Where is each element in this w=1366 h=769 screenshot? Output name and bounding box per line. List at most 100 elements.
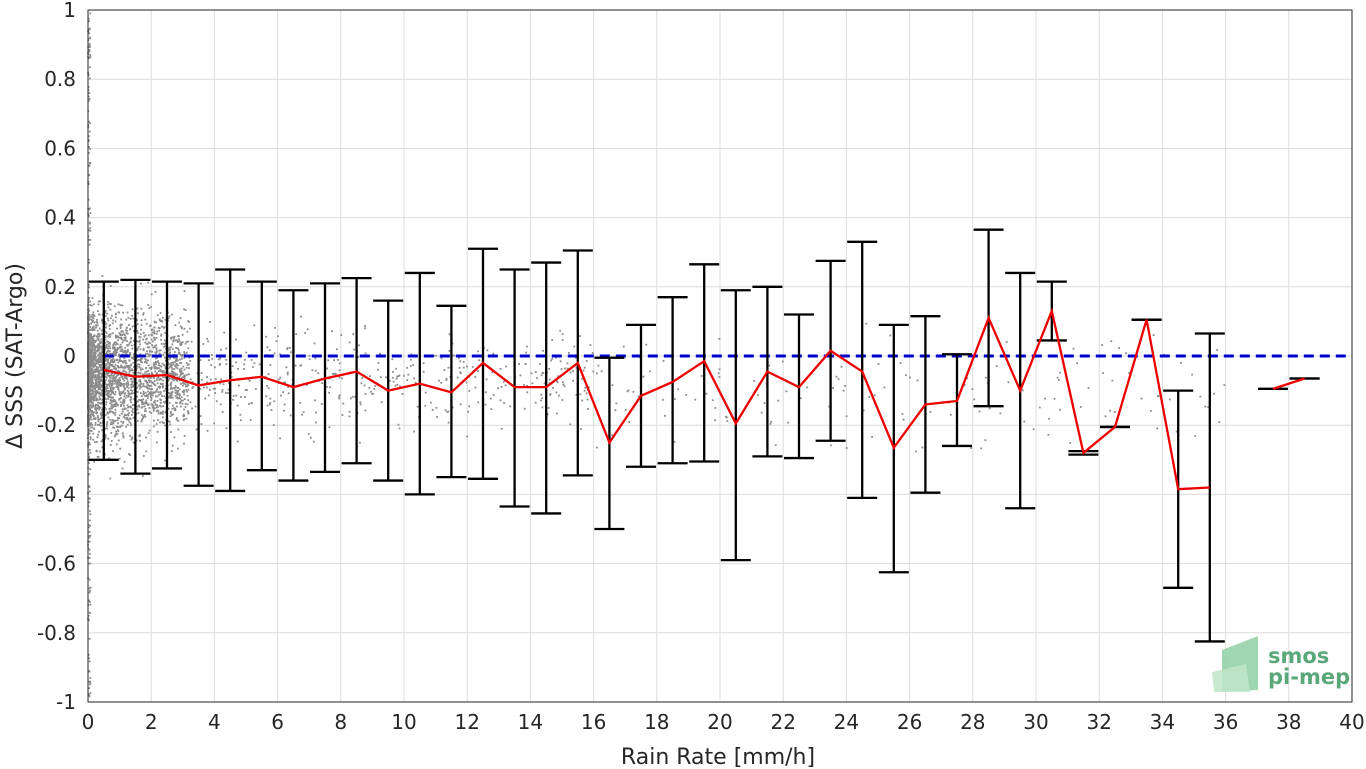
scatter-point xyxy=(179,325,182,328)
scatter-point xyxy=(116,433,119,435)
scatter-point xyxy=(97,310,99,313)
scatter-point xyxy=(93,441,96,444)
scatter-point xyxy=(89,510,91,513)
scatter-point xyxy=(308,354,311,357)
scatter-point xyxy=(206,429,209,432)
scatter-point xyxy=(132,361,135,364)
scatter-point xyxy=(101,333,104,336)
scatter-point xyxy=(1023,420,1026,423)
scatter-point xyxy=(150,329,153,331)
scatter-point xyxy=(89,212,92,215)
scatter-point xyxy=(164,366,167,368)
scatter-point xyxy=(300,364,303,367)
scatter-point xyxy=(168,352,171,355)
scatter-point xyxy=(114,367,117,370)
scatter-point xyxy=(225,427,228,430)
scatter-point xyxy=(290,351,292,354)
scatter-point xyxy=(111,360,114,363)
scatter-point xyxy=(164,339,166,342)
scatter-point xyxy=(828,405,831,408)
scatter-point xyxy=(94,406,97,409)
scatter-point xyxy=(268,349,271,352)
scatter-point xyxy=(88,377,91,380)
scatter-point xyxy=(440,357,443,360)
scatter-point xyxy=(184,342,187,345)
scatter-point xyxy=(96,378,99,380)
scatter-point xyxy=(114,320,117,323)
scatter-point xyxy=(328,391,330,394)
scatter-point xyxy=(115,401,118,404)
scatter-point xyxy=(121,353,124,356)
scatter-point xyxy=(131,325,134,328)
scatter-point xyxy=(438,379,440,382)
scatter-point xyxy=(842,389,845,392)
scatter-point xyxy=(269,364,272,366)
scatter-point xyxy=(414,381,417,384)
scatter-point xyxy=(89,394,92,397)
scatter-point xyxy=(144,358,147,360)
scatter-point xyxy=(90,319,93,321)
scatter-point xyxy=(89,54,92,56)
scatter-point xyxy=(97,346,100,349)
scatter-point xyxy=(133,357,136,360)
scatter-point xyxy=(126,404,129,407)
scatter-point xyxy=(175,418,178,421)
scatter-point xyxy=(170,431,172,433)
scatter-point xyxy=(177,397,179,400)
scatter-point xyxy=(96,318,98,321)
scatter-point xyxy=(1059,408,1062,411)
scatter-point xyxy=(126,311,129,314)
scatter-point xyxy=(91,326,94,329)
scatter-point xyxy=(546,413,549,416)
scatter-point xyxy=(145,373,148,376)
scatter-point xyxy=(112,391,115,394)
scatter-point xyxy=(182,375,185,378)
scatter-point xyxy=(146,397,149,400)
scatter-point xyxy=(484,403,487,406)
scatter-point xyxy=(112,347,115,350)
scatter-point xyxy=(154,351,157,354)
scatter-point xyxy=(902,418,905,421)
scatter-point xyxy=(121,304,124,307)
scatter-point xyxy=(94,417,97,420)
scatter-point xyxy=(172,373,174,376)
scatter-point xyxy=(116,349,118,351)
scatter-point xyxy=(89,692,92,695)
scatter-point xyxy=(1216,349,1218,351)
scatter-point xyxy=(88,385,91,388)
scatter-point xyxy=(551,357,554,360)
scatter-point xyxy=(183,414,186,417)
scatter-point xyxy=(91,405,93,408)
scatter-point xyxy=(283,403,286,406)
scatter-point xyxy=(542,372,545,374)
scatter-point xyxy=(89,524,92,527)
scatter-point xyxy=(583,389,586,392)
scatter-point xyxy=(138,363,141,366)
scatter-point xyxy=(92,414,94,417)
scatter-point xyxy=(104,359,107,362)
scatter-point xyxy=(108,341,111,344)
scatter-point xyxy=(97,401,99,404)
scatter-point xyxy=(117,387,120,390)
scatter-point xyxy=(176,359,179,362)
scatter-point xyxy=(412,364,415,366)
scatter-point xyxy=(94,378,97,381)
scatter-point xyxy=(123,383,125,385)
scatter-point xyxy=(88,174,91,176)
scatter-point xyxy=(158,367,160,370)
scatter-point xyxy=(114,334,117,337)
scatter-point xyxy=(175,401,178,404)
scatter-point xyxy=(92,405,95,407)
scatter-point xyxy=(94,369,96,372)
scatter-point xyxy=(95,326,98,329)
scatter-point xyxy=(118,332,121,334)
scatter-point xyxy=(149,391,151,394)
scatter-point xyxy=(107,350,110,353)
scatter-point xyxy=(88,318,91,321)
scatter-point xyxy=(150,293,153,296)
scatter-point xyxy=(131,437,134,440)
scatter-point xyxy=(845,415,848,418)
scatter-point xyxy=(119,366,122,369)
scatter-point xyxy=(127,414,130,417)
scatter-point xyxy=(173,367,176,370)
